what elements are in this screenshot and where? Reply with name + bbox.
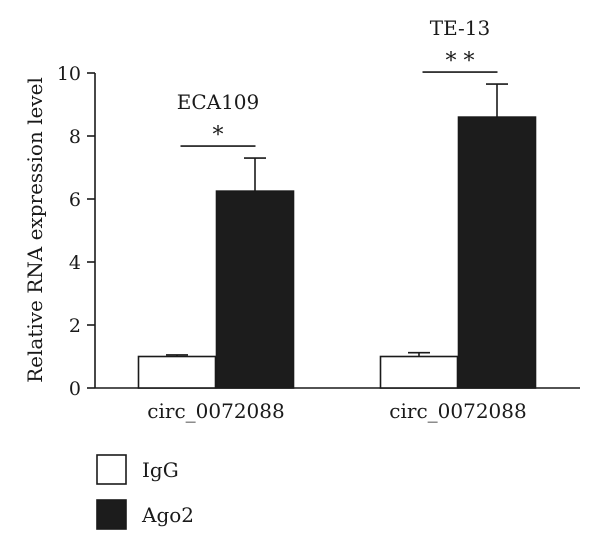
group-label: TE-13 (430, 16, 491, 40)
legend-swatch-igg (96, 454, 127, 485)
y-tick-label: 4 (69, 252, 81, 274)
legend-label-ago2: Ago2 (141, 503, 194, 527)
y-tick-label: 6 (69, 189, 81, 211)
group-label: ECA109 (177, 90, 260, 114)
bars (137, 83, 537, 389)
y-tick-label: 10 (57, 63, 81, 85)
significance-marker: * (213, 123, 224, 148)
y-tick-label: 2 (69, 315, 81, 337)
y-axis-label: Relative RNA expression level (23, 77, 47, 383)
x-tick-label: circ_0072088 (389, 399, 526, 423)
bar-igg (137, 355, 217, 389)
x-tick-label: circ_0072088 (147, 399, 284, 423)
significance-marker: * * (446, 49, 475, 74)
legend-label-igg: IgG (142, 458, 179, 482)
y-tick-label: 8 (69, 126, 81, 148)
y-tick-label: 0 (69, 378, 81, 400)
bar-igg (379, 355, 459, 389)
annotations: circ_0072088 * ECA109 circ_0072088 * * TE-13 (147, 16, 526, 423)
legend-swatch-ago2 (96, 499, 127, 530)
bar-ago2 (457, 116, 537, 389)
legend: IgG Ago2 (96, 454, 194, 530)
bar-ago2 (215, 190, 295, 389)
